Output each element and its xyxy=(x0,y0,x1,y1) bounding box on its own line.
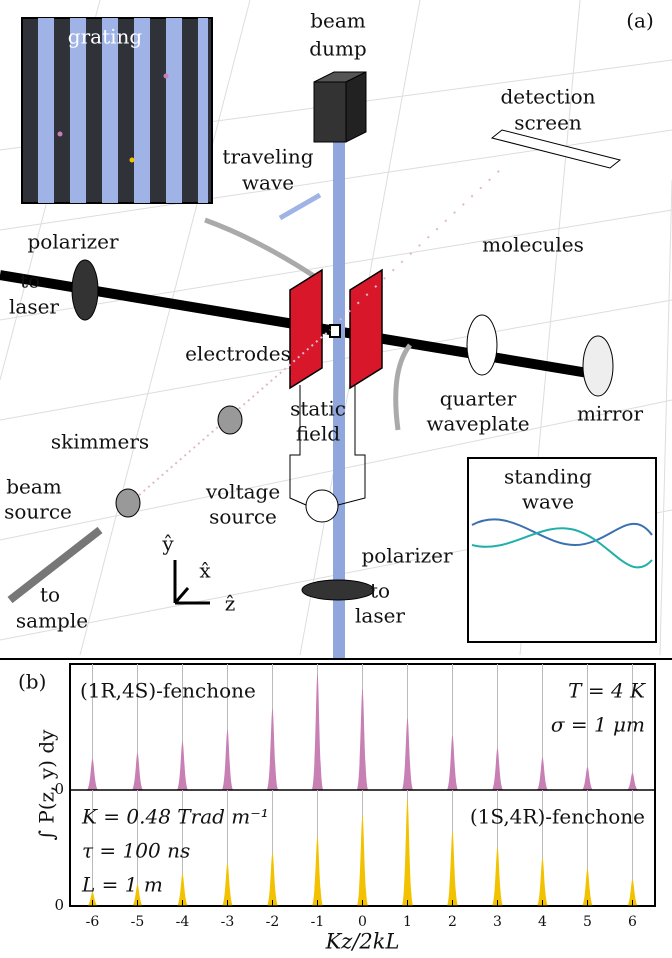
peak xyxy=(357,689,369,790)
label: quarter xyxy=(440,387,517,411)
x-tick-label: -6 xyxy=(86,914,100,930)
detection-screen xyxy=(492,130,620,168)
annotation: σ = 1 μm xyxy=(551,713,645,737)
peak xyxy=(627,773,639,790)
label: standing xyxy=(504,465,592,489)
peak xyxy=(222,863,234,906)
peak xyxy=(267,709,279,790)
x-tick-label: -1 xyxy=(311,914,325,930)
polarizer xyxy=(302,580,374,600)
axis-label: x̂ xyxy=(199,559,211,583)
peak xyxy=(312,674,324,790)
label: mirror xyxy=(577,402,644,426)
label: sample xyxy=(16,609,88,633)
axis-label: ŷ xyxy=(161,532,174,556)
arrow xyxy=(396,345,410,430)
peak xyxy=(492,847,504,906)
label: skimmers xyxy=(51,430,149,454)
peak xyxy=(537,858,549,906)
label: field xyxy=(296,422,341,446)
beam-dump xyxy=(314,72,366,142)
label: source xyxy=(4,500,72,524)
peak xyxy=(87,759,99,790)
peak xyxy=(492,748,504,790)
x-tick-label: 6 xyxy=(628,914,637,930)
label: laser xyxy=(355,604,405,628)
peak xyxy=(312,837,324,906)
peak xyxy=(267,853,279,906)
series-label: (1R,4S)-fenchone xyxy=(80,679,256,703)
skimmer xyxy=(218,406,242,434)
label: voltage xyxy=(205,480,280,504)
x-tick-label: -3 xyxy=(221,914,235,930)
label: molecules xyxy=(482,233,584,257)
x-tick-label: -2 xyxy=(266,914,280,930)
label: grating xyxy=(68,25,143,49)
peak xyxy=(537,757,549,790)
label: waveplate xyxy=(426,412,529,436)
peak xyxy=(582,767,594,790)
axis-label: ẑ xyxy=(225,592,236,616)
y-tick-label: 0 xyxy=(54,896,64,914)
label: wave xyxy=(522,490,574,514)
mirror xyxy=(583,336,613,396)
polarizer xyxy=(72,260,98,320)
x-tick-label: -4 xyxy=(176,914,190,930)
x-tick-label: -5 xyxy=(131,914,145,930)
label: traveling xyxy=(222,145,313,169)
panel-label: (b) xyxy=(18,670,46,694)
x-tick-label: 5 xyxy=(583,914,592,930)
label: wave xyxy=(242,171,294,195)
annotation: L = 1 m xyxy=(81,873,163,897)
x-tick-label: 0 xyxy=(358,914,367,930)
label: to xyxy=(370,579,390,603)
label: electrodes xyxy=(185,342,291,366)
x-tick-label: 3 xyxy=(493,914,502,930)
annotation: K = 0.48 Trad m⁻¹ xyxy=(81,805,269,829)
label: laser xyxy=(9,295,59,319)
peak xyxy=(402,799,414,906)
label: static xyxy=(290,397,346,421)
peak xyxy=(402,718,414,790)
label: detection xyxy=(500,85,595,109)
peak xyxy=(222,730,234,790)
peak xyxy=(357,815,369,906)
label: dump xyxy=(309,37,366,61)
annotation: T = 4 K xyxy=(568,679,646,703)
y-axis-label: ∫ P(z, y) dy xyxy=(35,729,59,841)
skimmer xyxy=(116,489,140,517)
label: screen xyxy=(514,111,582,135)
x-tick-label: 4 xyxy=(538,914,547,930)
label: beam xyxy=(310,9,366,33)
label: to xyxy=(20,269,40,293)
peak xyxy=(132,753,144,790)
x-tick-label: 1 xyxy=(403,914,412,930)
peak xyxy=(447,735,459,790)
peak xyxy=(177,741,189,790)
panel-label: (a) xyxy=(626,9,654,33)
peak xyxy=(447,831,459,906)
label: beam xyxy=(6,475,62,499)
series-label: (1S,4R)-fenchone xyxy=(470,805,645,829)
figure: (a) grating beam dump detection screen t… xyxy=(0,0,672,958)
waveplate xyxy=(467,315,497,375)
label: polarizer xyxy=(361,544,452,568)
annotation: τ = 100 ns xyxy=(82,839,190,863)
label: source xyxy=(209,505,277,529)
label: to xyxy=(40,583,60,607)
x-tick-label: 2 xyxy=(448,914,457,930)
arrow xyxy=(205,220,320,280)
label: polarizer xyxy=(27,230,118,254)
x-axis-label: Kz/2kL xyxy=(325,930,400,954)
polarization-arrow xyxy=(280,195,320,218)
